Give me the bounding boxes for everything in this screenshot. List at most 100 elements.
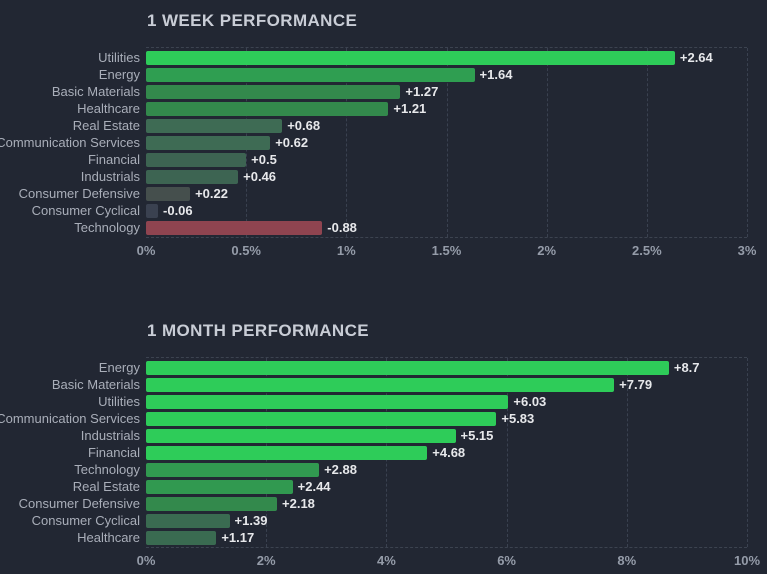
category-label: Consumer Defensive <box>18 186 140 201</box>
category-label: Energy <box>98 67 140 82</box>
performance-bar <box>146 101 389 116</box>
category-label: Industrials <box>80 169 140 184</box>
performance-bar <box>146 445 428 460</box>
bar-row: Utilities +6.03 <box>98 393 747 410</box>
gridline <box>747 48 748 237</box>
gridline <box>747 358 748 547</box>
bar-row: Energy +8.7 <box>99 359 747 376</box>
performance-bar <box>146 462 320 477</box>
bar-row: Real Estate +2.44 <box>73 478 747 495</box>
axis-tick-label: 3% <box>737 243 757 258</box>
bar-row: Technology +2.88 <box>74 461 747 478</box>
axis-tick-label: 8% <box>617 553 637 568</box>
value-label: +5.15 <box>460 428 494 443</box>
category-label: Energy <box>98 360 140 375</box>
value-label: +0.5 <box>251 152 277 167</box>
performance-bar <box>146 394 509 409</box>
value-label: +1.21 <box>393 101 427 116</box>
bar-row: Real Estate +0.68 <box>73 117 747 134</box>
category-label: Real Estate <box>72 118 140 133</box>
bar-row: Utilities +2.64 <box>98 49 747 66</box>
category-label: Healthcare <box>77 530 140 545</box>
bar-row: Consumer Cyclical +1.39 <box>32 512 747 529</box>
performance-bar <box>146 360 669 375</box>
performance-bar <box>146 377 615 392</box>
performance-bar <box>146 50 675 65</box>
bar-row: Healthcare +1.21 <box>77 100 747 117</box>
bar-row: Basic Materials +7.79 <box>52 376 747 393</box>
value-label: +2.88 <box>324 462 357 477</box>
axis-tick-label: 1% <box>336 243 356 258</box>
category-label: Utilities <box>98 394 140 409</box>
value-label: +1.27 <box>405 84 439 99</box>
x-axis: 0% 2% 4% 6% 8% 10% <box>137 550 760 570</box>
performance-bar <box>146 220 323 235</box>
axis-tick-label: 2% <box>256 553 276 568</box>
category-label: Consumer Cyclical <box>31 513 140 528</box>
performance-bar <box>146 169 239 184</box>
one-week-performance-chart: 1 WEEK PERFORMANCE Utilities +2.64 Energ… <box>0 0 767 260</box>
bar-row: Consumer Defensive +2.18 <box>19 495 747 512</box>
category-label: Technology <box>74 462 140 477</box>
bar-row: Communication Services +5.83 <box>0 410 747 427</box>
bar-row: Technology -0.88 <box>74 219 747 236</box>
bar-row: Energy +1.64 <box>99 66 747 83</box>
category-label: Financial <box>87 445 140 460</box>
value-label: -0.06 <box>163 203 193 218</box>
bar-row: Healthcare +1.17 <box>77 529 747 546</box>
category-label: Utilities <box>98 50 140 65</box>
bar-row: Basic Materials +1.27 <box>52 83 747 100</box>
performance-bar <box>146 513 230 528</box>
value-label: +4.68 <box>432 445 466 460</box>
value-label: +0.22 <box>195 186 228 201</box>
bar-row: Financial +4.68 <box>88 444 747 461</box>
axis-tick-label: 0% <box>136 553 156 568</box>
x-axis: 0% 0.5% 1% 1.5% 2% 2.5% 3% <box>137 240 757 260</box>
performance-bar <box>146 118 283 133</box>
axis-tick-label: 0.5% <box>231 243 261 258</box>
category-label: Communication Services <box>0 411 140 426</box>
performance-bar <box>146 152 247 167</box>
bar-row: Financial +0.5 <box>88 151 747 168</box>
category-label: Basic Materials <box>51 377 140 392</box>
axis-tick-label: 2% <box>537 243 557 258</box>
chart-title: 1 MONTH PERFORMANCE <box>147 321 369 340</box>
value-label: +0.46 <box>243 169 277 184</box>
performance-bar <box>146 186 191 201</box>
bar-rows: Utilities +2.64 Energy +1.64 Basic Mater… <box>0 47 748 238</box>
value-label: +2.64 <box>679 50 713 65</box>
value-label: +6.03 <box>513 394 547 409</box>
value-label: +2.44 <box>297 479 331 494</box>
value-label: +0.62 <box>275 135 309 150</box>
value-label: +8.7 <box>673 360 700 375</box>
performance-bar <box>146 203 159 218</box>
axis-tick-label: 1.5% <box>431 243 462 258</box>
value-label: +2.18 <box>282 496 315 511</box>
bar-row: Communication Services +0.62 <box>0 134 747 151</box>
chart-title: 1 WEEK PERFORMANCE <box>147 11 358 30</box>
category-label: Real Estate <box>72 479 140 494</box>
performance-bar <box>146 530 217 545</box>
category-label: Basic Materials <box>51 84 140 99</box>
bar-row: Industrials +5.15 <box>81 427 747 444</box>
value-label: +5.83 <box>501 411 535 426</box>
axis-tick-label: 6% <box>497 553 516 568</box>
bar-row: Consumer Defensive +0.22 <box>19 185 747 202</box>
value-label: +1.64 <box>479 67 513 82</box>
value-label: +1.39 <box>234 513 268 528</box>
performance-bar <box>146 135 271 150</box>
value-label: +0.68 <box>287 118 321 133</box>
value-label: +1.17 <box>221 530 255 545</box>
axis-tick-label: 2.5% <box>631 243 662 258</box>
performance-bar <box>146 496 278 511</box>
category-label: Financial <box>87 152 140 167</box>
one-month-performance-chart: 1 MONTH PERFORMANCE Energy +8.7 Basic Ma… <box>0 310 767 570</box>
bar-rows: Energy +8.7 Basic Materials +7.79 Utilit… <box>0 357 748 548</box>
category-label: Communication Services <box>0 135 140 150</box>
category-label: Industrials <box>80 428 140 443</box>
bar-row: Industrials +0.46 <box>81 168 747 185</box>
performance-bar <box>146 67 475 82</box>
performance-bar <box>146 411 497 426</box>
value-label: +7.79 <box>619 377 653 392</box>
performance-bar <box>146 84 401 99</box>
